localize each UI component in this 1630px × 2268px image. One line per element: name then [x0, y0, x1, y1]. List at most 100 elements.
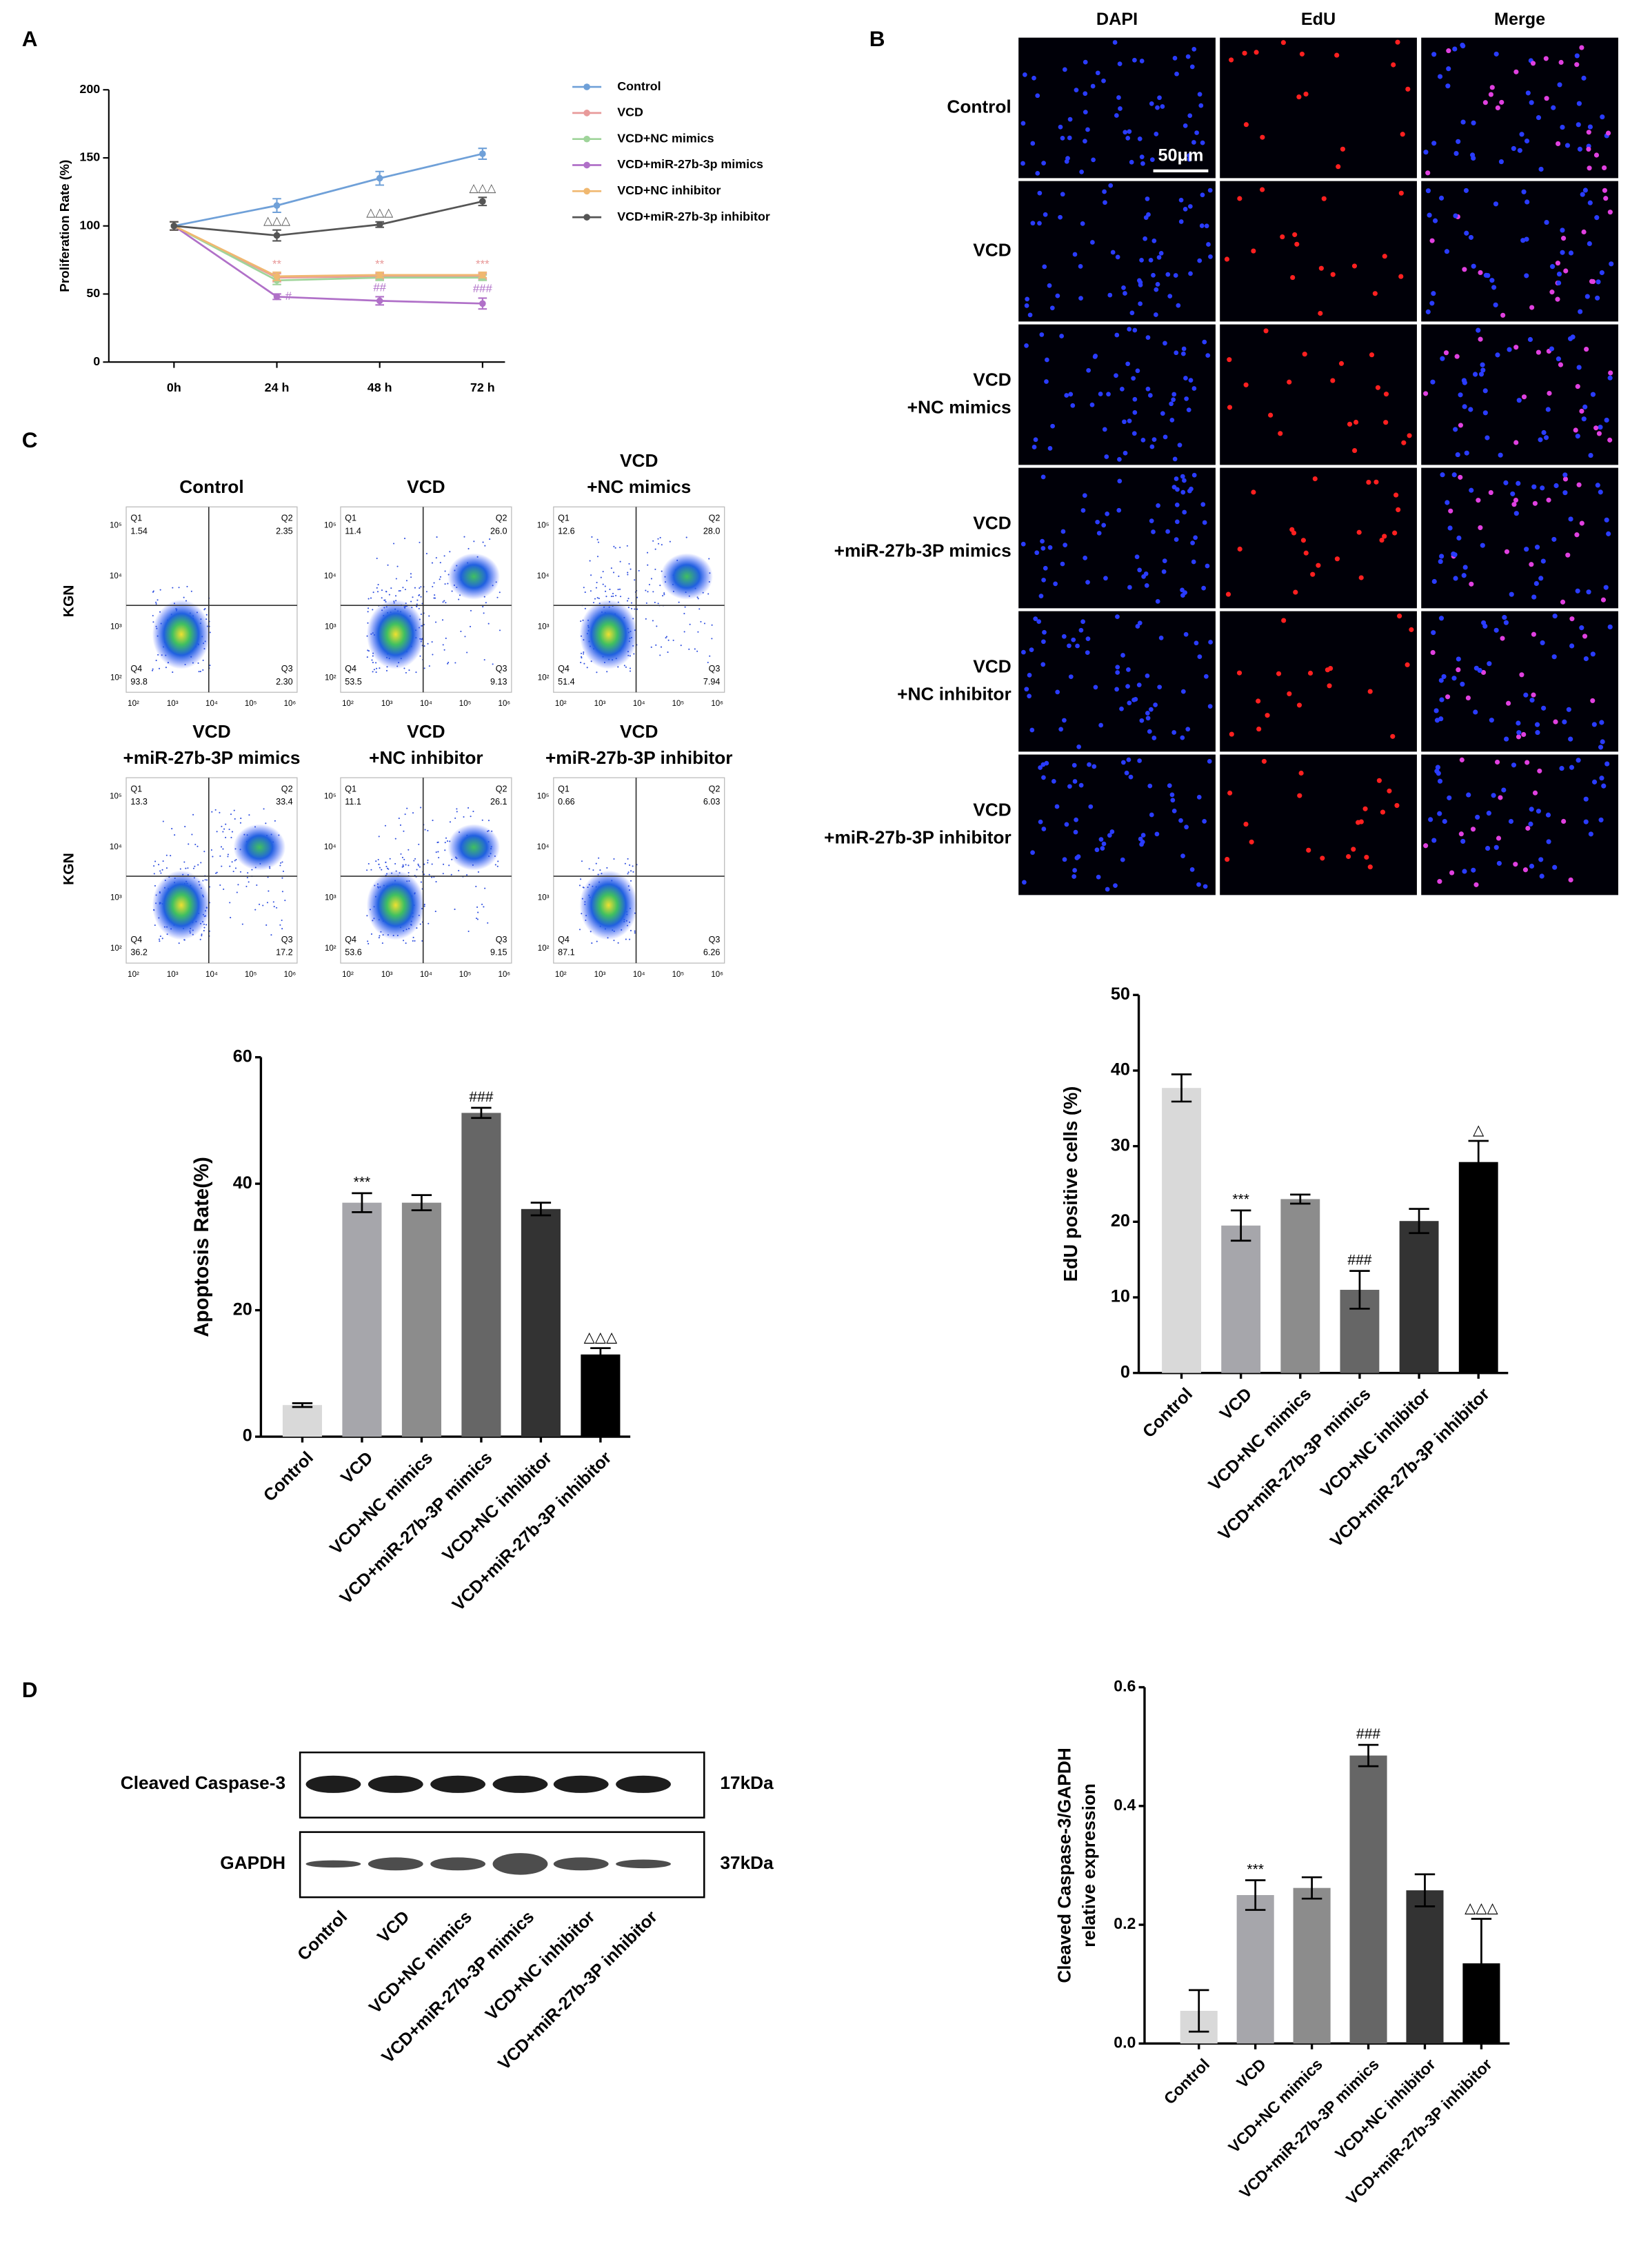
nucleus	[1131, 376, 1136, 381]
flow-event	[205, 614, 208, 616]
merged-nucleus	[1511, 762, 1517, 768]
x-tick-label: VCD	[1233, 2055, 1269, 2092]
flow-event	[229, 865, 231, 867]
flow-event	[410, 576, 412, 578]
flow-event	[432, 654, 434, 656]
micrograph	[1220, 467, 1417, 609]
row-label: VCD	[973, 656, 1011, 676]
quadrant-name: Q1	[130, 513, 142, 523]
flow-event	[236, 891, 238, 893]
merged-nucleus	[1488, 92, 1493, 97]
error-bar	[1245, 1879, 1266, 1911]
nucleus	[1071, 762, 1077, 768]
flow-event	[657, 543, 660, 545]
merged-nucleus	[1555, 261, 1560, 266]
nucleus	[1096, 531, 1102, 536]
error-bar	[530, 1202, 552, 1217]
nucleus	[1115, 614, 1120, 619]
nucleus	[1191, 140, 1196, 145]
flow-event	[610, 567, 612, 569]
merged-nucleus	[1575, 588, 1580, 594]
quadrant-value: 53.5	[345, 677, 362, 687]
merged-nucleus	[1528, 821, 1533, 827]
edu-nucleus	[1287, 691, 1292, 696]
quadrant-name: Q4	[558, 935, 570, 944]
merged-nucleus	[1558, 59, 1564, 65]
merged-nucleus	[1495, 105, 1500, 111]
merged-nucleus	[1599, 270, 1604, 276]
nucleus	[1139, 258, 1144, 263]
flow-x-tick: 10⁵	[245, 971, 257, 979]
flow-event	[381, 942, 383, 944]
merged-nucleus	[1568, 877, 1573, 883]
flow-event	[623, 665, 625, 667]
edu-nucleus	[1303, 91, 1309, 97]
point	[376, 297, 383, 305]
edu-nucleus	[1296, 702, 1302, 708]
edu-nucleus	[1302, 352, 1307, 357]
flow-event	[183, 596, 185, 598]
nucleus	[1091, 764, 1097, 769]
nucleus	[1035, 93, 1040, 99]
edu-nucleus	[1382, 534, 1387, 539]
flow-event	[477, 871, 479, 873]
merged-nucleus	[1437, 74, 1443, 79]
nucleus	[1080, 221, 1085, 226]
flow-event	[398, 818, 400, 820]
merged-nucleus	[1462, 565, 1468, 570]
merged-nucleus	[1608, 370, 1613, 376]
flow-event	[454, 662, 456, 664]
merged-nucleus	[1449, 870, 1455, 875]
nucleus	[1083, 110, 1088, 114]
merged-nucleus	[1575, 434, 1580, 439]
legend-label: VCD+miR-27b-3p mimics	[617, 157, 763, 171]
quadrant-name: Q2	[496, 513, 507, 523]
flow-event	[419, 587, 421, 589]
flow-event	[628, 563, 630, 565]
flow-event	[614, 547, 616, 549]
merged-nucleus	[1447, 525, 1453, 531]
micrograph	[1018, 324, 1216, 465]
nucleus	[1043, 212, 1048, 217]
flow-event	[420, 807, 422, 809]
nucleus	[1157, 95, 1162, 101]
nucleus	[1123, 291, 1127, 296]
merged-nucleus	[1453, 576, 1458, 581]
merged-nucleus	[1583, 656, 1589, 662]
flow-event	[458, 598, 460, 600]
nucleus	[1188, 378, 1194, 383]
x-tick-label: VCD+NC mimics	[326, 1448, 436, 1559]
flow-event	[203, 609, 205, 611]
flow-event	[439, 576, 441, 578]
column-header: Merge	[1494, 10, 1545, 29]
nucleus	[1135, 368, 1140, 374]
merged-nucleus	[1538, 166, 1544, 172]
flow-event	[412, 812, 414, 814]
x-tick-label: VCD	[1216, 1384, 1256, 1424]
merged-nucleus	[1524, 547, 1529, 552]
flow-cluster	[661, 553, 713, 600]
flow-event	[279, 924, 281, 926]
merged-nucleus	[1590, 698, 1596, 703]
flow-event	[596, 671, 598, 674]
edu-nucleus	[1398, 190, 1404, 196]
error-bar	[1358, 1743, 1379, 1768]
flow-event	[416, 599, 419, 601]
nucleus	[1100, 846, 1105, 851]
micrograph	[1220, 37, 1417, 179]
flow-event	[646, 551, 649, 554]
legend-marker	[583, 188, 590, 195]
flow-event	[445, 637, 447, 639]
flow-event	[219, 811, 221, 813]
nucleus	[1041, 775, 1046, 780]
flow-title: VCD	[620, 450, 658, 471]
flow-event	[627, 858, 629, 860]
nucleus	[1182, 509, 1187, 515]
nucleus	[1206, 242, 1211, 247]
flow-event	[441, 619, 444, 621]
nucleus	[1144, 583, 1149, 588]
flow-event	[709, 655, 711, 657]
flow-event	[448, 864, 450, 867]
merged-nucleus	[1521, 189, 1527, 194]
flow-event	[282, 870, 285, 872]
